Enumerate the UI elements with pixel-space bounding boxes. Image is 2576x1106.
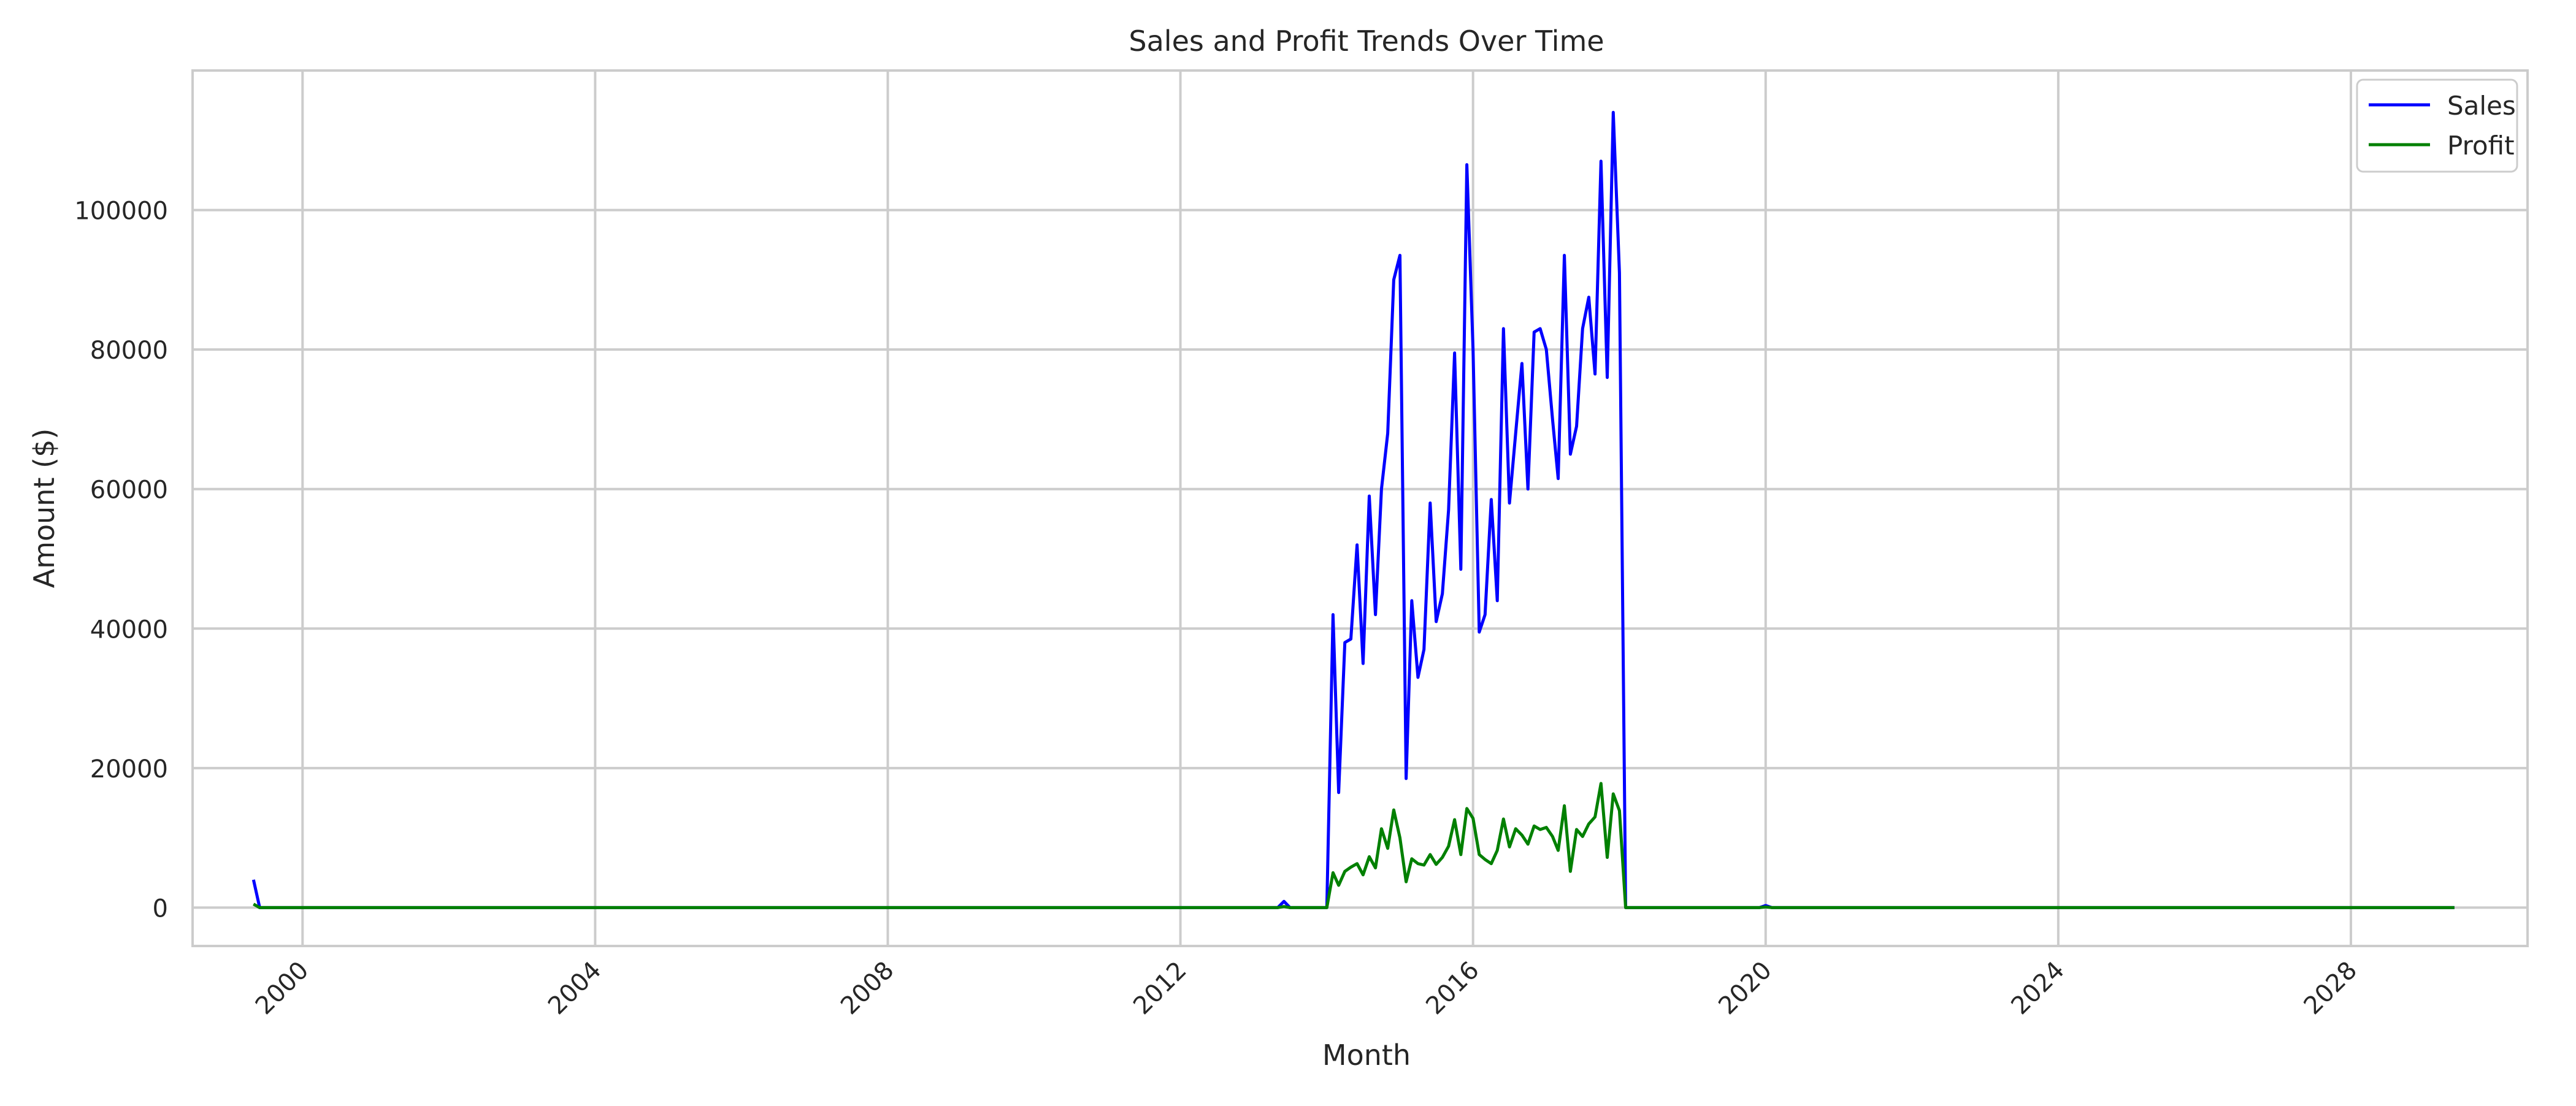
grid: [193, 71, 2528, 946]
y-tick-label: 0: [153, 894, 168, 923]
legend: Sales Profit: [2356, 78, 2518, 173]
series-line-profit: [253, 782, 2455, 909]
y-tick-label: 60000: [90, 476, 168, 505]
x-axis-label: Month: [1322, 1039, 1411, 1072]
series-lines: [251, 110, 2455, 909]
legend-label-profit: Profit: [2447, 131, 2515, 161]
legend-label-sales: Sales: [2447, 91, 2516, 121]
plot-area-frame: [191, 69, 2529, 947]
legend-box: [2356, 78, 2518, 173]
y-tick-label: 20000: [90, 755, 168, 784]
y-tick-label: 80000: [90, 337, 168, 365]
y-tick-label: 100000: [74, 197, 168, 226]
series-line-sales: [251, 110, 2455, 909]
chart-title: Sales and Profit Trends Over Time: [1129, 25, 1604, 58]
y-tick-label: 40000: [90, 616, 168, 644]
y-axis-label: Amount ($): [28, 429, 61, 589]
